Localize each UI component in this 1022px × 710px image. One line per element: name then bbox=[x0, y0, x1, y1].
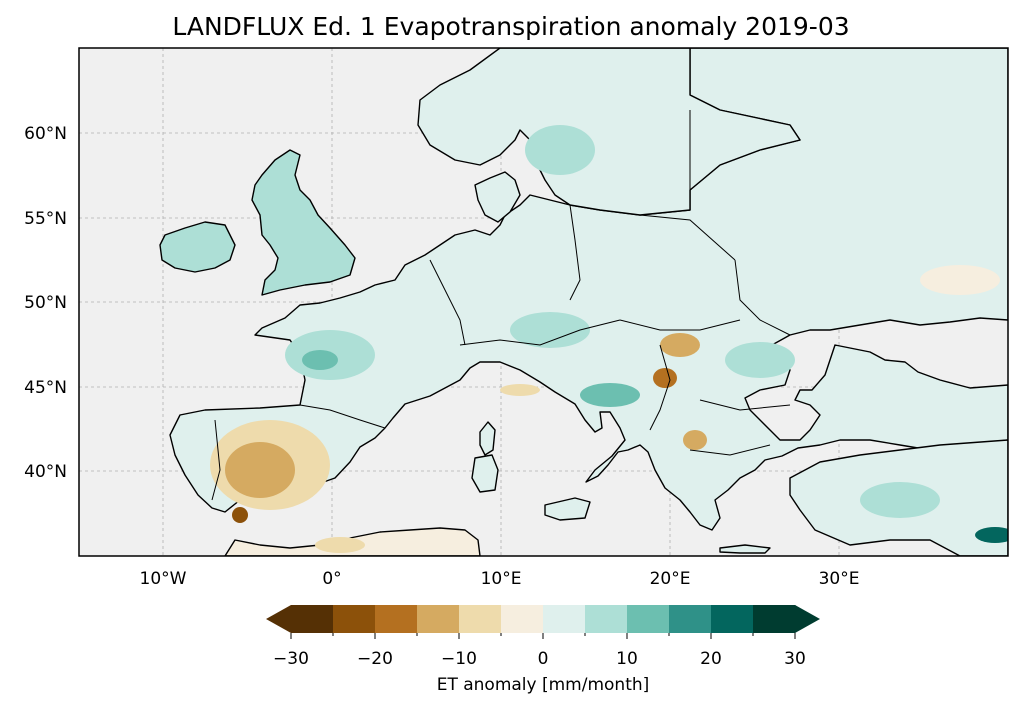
border-france-germany bbox=[429, 259, 466, 346]
colorbar-segment bbox=[291, 605, 334, 633]
lat-label-50n: 50°N bbox=[24, 293, 67, 313]
hungary-dry-anomaly bbox=[660, 333, 700, 357]
colorbar: −30 −20 −10 0 10 20 30 bbox=[266, 605, 820, 669]
macedonia-dry-anomaly bbox=[683, 430, 707, 450]
iberia-dry-anomaly-south bbox=[232, 507, 248, 523]
lat-label-45n: 45°N bbox=[24, 378, 67, 398]
algeria-dry-anomaly bbox=[315, 537, 365, 553]
border-romania-bulgaria bbox=[699, 399, 791, 411]
land-mainland-europe bbox=[169, 48, 1008, 531]
map-area[interactable] bbox=[79, 48, 1015, 556]
land-corsica bbox=[479, 421, 496, 456]
turkey-wet-anomaly-central bbox=[860, 482, 940, 518]
colorbar-tick-label: −30 bbox=[273, 649, 309, 669]
lat-label-40n: 40°N bbox=[24, 462, 67, 482]
colorbar-tick-label: 30 bbox=[784, 649, 806, 669]
colorbar-tick-label: 10 bbox=[616, 649, 638, 669]
russia-dry-anomaly bbox=[920, 265, 1000, 295]
lon-label-30e: 30°E bbox=[819, 569, 860, 589]
border-spain-portugal bbox=[211, 419, 221, 501]
colorbar-segment bbox=[669, 605, 712, 633]
lon-label-10w: 10°W bbox=[140, 569, 187, 589]
map-frame bbox=[78, 47, 1009, 557]
colorbar-segment bbox=[333, 605, 376, 633]
colorbar-label: ET anomaly [mm/month] bbox=[436, 675, 650, 695]
germany-wet-anomaly bbox=[510, 312, 590, 348]
lat-label-55n: 55°N bbox=[24, 209, 67, 229]
border-serbia bbox=[649, 344, 671, 431]
colorbar-segment bbox=[627, 605, 670, 633]
land-great-britain bbox=[251, 149, 356, 296]
colorbar-segment bbox=[543, 605, 586, 633]
colorbar-extend-high-arrow bbox=[795, 605, 820, 633]
colorbar-segment bbox=[417, 605, 460, 633]
land-ireland bbox=[159, 221, 236, 273]
land-sardinia bbox=[471, 454, 499, 493]
longitude-labels: 10°W 0° 10°E 20°E 30°E bbox=[140, 569, 860, 589]
lat-label-60n: 60°N bbox=[24, 124, 67, 144]
border-poland-belarus bbox=[639, 214, 736, 261]
turkey-wet-anomaly bbox=[975, 527, 1008, 543]
colorbar-tick-labels: −30 −20 −10 0 10 20 30 bbox=[273, 649, 806, 669]
colorbar-segment bbox=[711, 605, 754, 633]
land-denmark bbox=[474, 171, 521, 223]
balkan-dry-anomaly bbox=[653, 368, 677, 388]
land-sicily bbox=[544, 497, 591, 521]
colorbar-tick-label: 0 bbox=[538, 649, 549, 669]
france-wet-anomaly-core bbox=[302, 350, 338, 370]
alps-dry-anomaly bbox=[500, 384, 540, 396]
romania-wet-anomaly bbox=[725, 342, 795, 378]
land-crete bbox=[719, 544, 771, 554]
colorbar-segment bbox=[753, 605, 796, 633]
colorbar-tick-label: −10 bbox=[441, 649, 477, 669]
border-alps bbox=[459, 319, 621, 346]
colorbar-segment bbox=[375, 605, 418, 633]
border-germany-poland bbox=[569, 204, 581, 301]
sweden-wet-anomaly bbox=[525, 125, 595, 175]
colorbar-extend-low-arrow bbox=[266, 605, 291, 633]
border-france-spain bbox=[299, 404, 386, 429]
colorbar-segment bbox=[459, 605, 502, 633]
anomaly-patches bbox=[210, 125, 1008, 553]
border-poland-ukraine bbox=[734, 259, 791, 336]
lon-label-20e: 20°E bbox=[650, 569, 691, 589]
lon-label-0: 0° bbox=[322, 569, 341, 589]
national-borders bbox=[211, 110, 791, 501]
colorbar-segment bbox=[501, 605, 544, 633]
iberia-dry-anomaly-core bbox=[225, 442, 295, 498]
map-title: LANDFLUX Ed. 1 Evapotranspiration anomal… bbox=[172, 12, 850, 41]
colorbar-tick-label: −20 bbox=[357, 649, 393, 669]
latitude-labels: 60°N 55°N 50°N 45°N 40°N bbox=[24, 124, 67, 482]
colorbar-segment bbox=[585, 605, 628, 633]
lon-label-10e: 10°E bbox=[481, 569, 522, 589]
border-hungary bbox=[619, 319, 741, 331]
border-greece-bulgaria bbox=[689, 444, 771, 456]
croatia-wet-anomaly bbox=[580, 383, 640, 407]
colorbar-tick-label: 20 bbox=[700, 649, 722, 669]
